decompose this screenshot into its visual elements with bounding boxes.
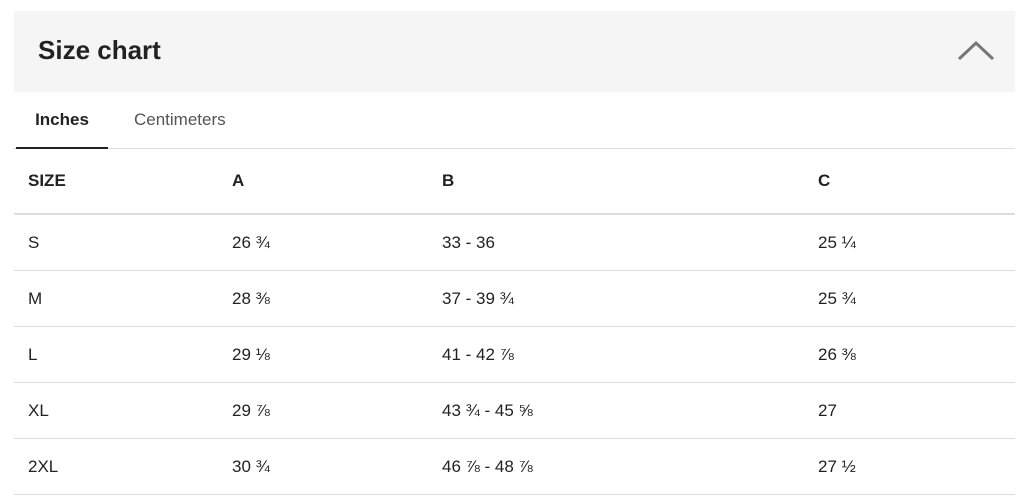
- cell: 28 ⅜: [218, 270, 428, 327]
- cell: 25 ¼: [804, 214, 1015, 271]
- cell: 25 ¾: [804, 270, 1015, 327]
- header[interactable]: Size chart: [14, 11, 1015, 92]
- tabs: Inches Centimeters: [14, 92, 1015, 149]
- cell: XL: [14, 382, 218, 439]
- row: XL 29 ⅞ 43 ¾ - 45 ⅝ 27: [14, 382, 1015, 439]
- cell: 26 ¾: [218, 214, 428, 271]
- cell: 43 ¾ - 45 ⅝: [428, 382, 804, 439]
- cell: 46 ⅞ - 48 ⅞: [428, 438, 804, 495]
- cell: 27 ½: [804, 438, 1015, 495]
- column-header: C: [804, 149, 1015, 215]
- column-header: A: [218, 149, 428, 215]
- cell: M: [14, 270, 218, 327]
- row: S 26 ¾ 33 - 36 25 ¼: [14, 214, 1015, 271]
- cell: 29 ⅞: [218, 382, 428, 439]
- cell: 29 ⅛: [218, 326, 428, 383]
- size-table: SIZE A B C S 26 ¾ 33 - 36 25 ¼ M 28 ⅜ 37 - 39 ¾ 25…: [14, 149, 1015, 495]
- cell: 30 ¾: [218, 438, 428, 495]
- cell: 41 - 42 ⅞: [428, 326, 804, 383]
- row: L 29 ⅛ 41 - 42 ⅞ 26 ⅜: [14, 326, 1015, 383]
- row: 2XL 30 ¾ 46 ⅞ - 48 ⅞ 27 ½: [14, 438, 1015, 495]
- cell: S: [14, 214, 218, 271]
- title: Size chart: [38, 35, 161, 65]
- cell: 26 ⅜: [804, 326, 1015, 383]
- tab[interactable]: Centimeters: [134, 110, 226, 129]
- row: M 28 ⅜ 37 - 39 ¾ 25 ¾: [14, 270, 1015, 327]
- cell: 27: [804, 382, 1015, 439]
- collapse-icon[interactable]: [957, 39, 995, 61]
- column-header: B: [428, 149, 804, 215]
- header-row: SIZE A B C: [14, 149, 1015, 215]
- cell: L: [14, 326, 218, 383]
- cell: 37 - 39 ¾: [428, 270, 804, 327]
- column-header: SIZE: [14, 149, 218, 215]
- tab[interactable]: Inches: [16, 110, 108, 149]
- cell: 2XL: [14, 438, 218, 495]
- cell: 33 - 36: [428, 214, 804, 271]
